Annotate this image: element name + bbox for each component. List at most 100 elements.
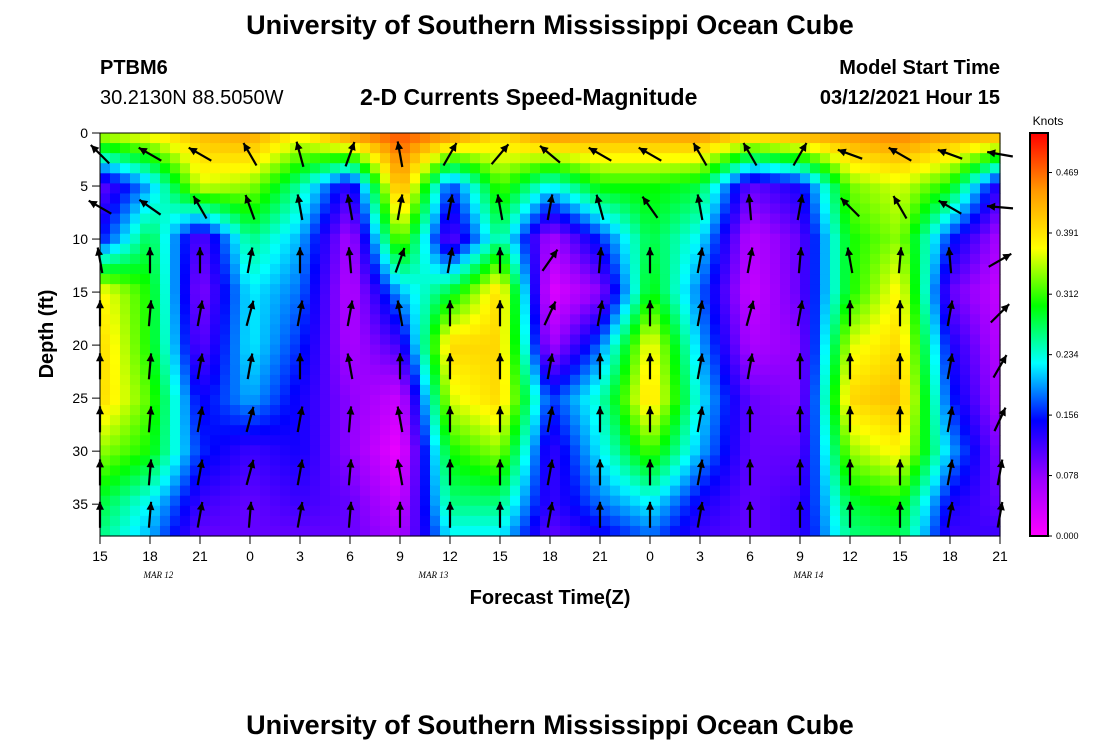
heatmap-cell — [760, 505, 771, 517]
heatmap-cell — [230, 284, 241, 295]
heatmap-cell — [860, 233, 871, 245]
heatmap-cell — [250, 415, 261, 426]
heatmap-cell — [360, 223, 371, 235]
date-label: MAR 13 — [417, 570, 448, 580]
heatmap-cell — [600, 274, 611, 285]
heatmap-cell — [720, 364, 731, 376]
heatmap-cell — [340, 515, 351, 527]
heatmap-cell — [770, 163, 781, 174]
heatmap-cell — [510, 354, 521, 366]
heatmap-cell — [790, 253, 801, 265]
heatmap-cell — [440, 243, 451, 255]
heatmap-cell — [220, 193, 231, 205]
heatmap-cell — [850, 445, 861, 456]
heatmap-cell — [150, 253, 161, 265]
heatmap-cell — [940, 324, 951, 336]
heatmap-cell — [100, 233, 111, 245]
heatmap-cell — [610, 253, 621, 265]
heatmap-cell — [660, 405, 671, 416]
heatmap-cell — [410, 485, 421, 497]
heatmap-cell — [260, 203, 271, 215]
heatmap-cell — [860, 304, 871, 315]
heatmap-cell — [120, 193, 131, 205]
heatmap-cell — [380, 334, 391, 346]
heatmap-cell — [480, 394, 491, 406]
heatmap-cell — [950, 304, 961, 315]
heatmap-cell — [180, 294, 191, 305]
heatmap-cell — [510, 495, 521, 507]
current-vector — [146, 459, 155, 486]
heatmap-cell — [220, 394, 231, 406]
heatmap-cell — [210, 405, 221, 416]
heatmap-cell — [590, 475, 601, 487]
heatmap-cell — [690, 203, 701, 215]
heatmap-cell — [300, 183, 311, 195]
heatmap-cell — [450, 183, 461, 195]
heatmap-cell — [960, 243, 971, 255]
heatmap-cell — [550, 425, 561, 436]
heatmap-cell — [760, 445, 771, 456]
heatmap-cell — [780, 344, 791, 356]
heatmap-cell — [240, 233, 251, 245]
heatmap-cell — [140, 405, 151, 416]
heatmap-cell — [490, 193, 501, 205]
heatmap-cell — [410, 314, 421, 326]
heatmap-cell — [250, 133, 261, 144]
heatmap-cell — [330, 304, 341, 315]
heatmap-cell — [500, 515, 511, 527]
heatmap-cell — [730, 455, 741, 467]
heatmap-cell — [220, 384, 231, 396]
heatmap-cell — [110, 233, 121, 245]
heatmap-cell — [830, 445, 841, 456]
heatmap-cell — [850, 314, 861, 326]
heatmap-cell — [310, 495, 321, 507]
heatmap-cell — [840, 394, 851, 406]
heatmap-cell — [670, 183, 681, 195]
heatmap-cell — [560, 515, 571, 527]
heatmap-cell — [520, 334, 531, 346]
heatmap-cell — [350, 133, 361, 144]
heatmap-cell — [660, 465, 671, 477]
heatmap-cell — [780, 445, 791, 456]
heatmap-cell — [870, 465, 881, 477]
heatmap-cell — [720, 243, 731, 255]
current-vector — [692, 142, 708, 167]
heatmap-cell — [160, 253, 171, 265]
heatmap-cell — [790, 314, 801, 326]
heatmap-cell — [850, 485, 861, 497]
heatmap-cell — [700, 294, 711, 305]
heatmap-cell — [920, 334, 931, 346]
heatmap-cell — [340, 143, 351, 154]
heatmap-cell — [140, 274, 151, 285]
heatmap-cell — [960, 193, 971, 205]
heatmap-cell — [350, 455, 361, 467]
heatmap-cell — [160, 515, 171, 527]
heatmap-cell — [340, 394, 351, 406]
heatmap-cell — [100, 314, 111, 326]
heatmap-cell — [200, 495, 211, 507]
heatmap-cell — [900, 364, 911, 376]
heatmap-cell — [130, 314, 141, 326]
heatmap-cell — [920, 243, 931, 255]
heatmap-cell — [820, 505, 831, 517]
heatmap-cell — [840, 243, 851, 255]
heatmap-cell — [470, 354, 481, 366]
heatmap-cell — [820, 425, 831, 436]
heatmap-cell — [360, 133, 371, 144]
heatmap-cell — [750, 213, 761, 225]
heatmap-cell — [690, 445, 701, 456]
heatmap-cell — [730, 354, 741, 366]
heatmap-cell — [940, 274, 951, 285]
heatmap-cell — [730, 274, 741, 285]
heatmap-cell — [840, 354, 851, 366]
heatmap-cell — [980, 284, 991, 295]
heatmap-cell — [950, 485, 961, 497]
heatmap-cell — [840, 143, 851, 154]
heatmap-cell — [180, 163, 191, 174]
heatmap-cell — [820, 415, 831, 426]
heatmap-cell — [100, 515, 111, 527]
heatmap-cell — [850, 515, 861, 527]
heatmap-cell — [770, 465, 781, 477]
heatmap-cell — [270, 253, 281, 265]
heatmap-cell — [100, 284, 111, 295]
